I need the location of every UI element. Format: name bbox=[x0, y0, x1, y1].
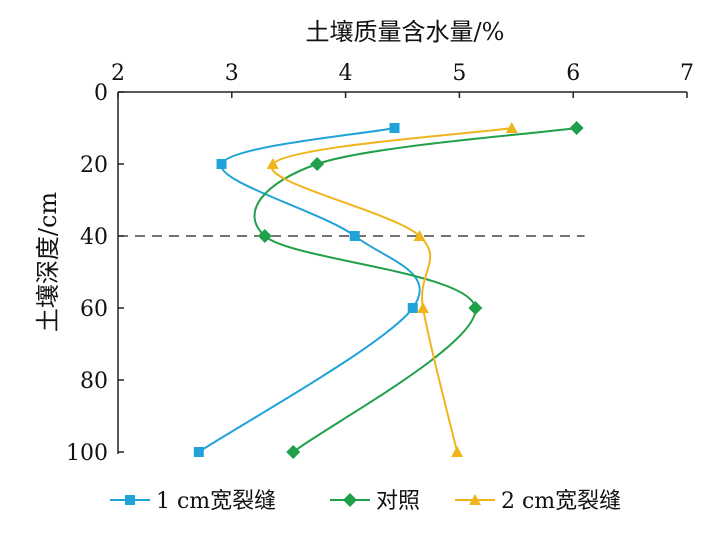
legend-item-2: 对照 bbox=[330, 489, 420, 514]
y-tick-label: 80 bbox=[80, 369, 108, 394]
legend-marker bbox=[343, 493, 357, 507]
legend-label: 2 cm宽裂缝 bbox=[501, 489, 621, 514]
legend-label: 1 cm宽裂缝 bbox=[156, 489, 276, 514]
data-point bbox=[468, 301, 483, 315]
y-tick-label: 100 bbox=[66, 441, 108, 466]
y-tick-label: 40 bbox=[80, 225, 108, 250]
y-tick-label: 60 bbox=[80, 297, 108, 322]
chart-title: 土壤质量含水量/% bbox=[306, 18, 505, 46]
legend-marker bbox=[469, 494, 481, 505]
data-point bbox=[216, 159, 227, 169]
x-tick-label: 5 bbox=[452, 61, 466, 86]
data-point bbox=[407, 303, 418, 313]
x-tick-label: 3 bbox=[225, 61, 239, 86]
series-line bbox=[198, 127, 421, 453]
data-point bbox=[266, 158, 279, 169]
y-tick-label: 0 bbox=[94, 81, 108, 106]
x-tick-label: 4 bbox=[339, 61, 353, 86]
data-point bbox=[310, 157, 325, 171]
x-tick-label: 7 bbox=[680, 61, 694, 86]
series-3 bbox=[266, 122, 518, 457]
y-axis-label: 土壤深度/cm bbox=[34, 192, 62, 333]
data-point bbox=[505, 122, 518, 133]
data-point bbox=[416, 302, 429, 313]
data-point bbox=[389, 123, 400, 133]
data-point bbox=[286, 445, 301, 459]
y-tick-label: 20 bbox=[80, 153, 108, 178]
legend-item-1: 1 cm宽裂缝 bbox=[110, 489, 276, 514]
x-tick-label: 6 bbox=[566, 61, 580, 86]
x-tick-label: 2 bbox=[111, 61, 125, 86]
series-line bbox=[253, 127, 577, 453]
data-point bbox=[257, 229, 272, 243]
legend-marker bbox=[125, 495, 135, 505]
series-line bbox=[270, 127, 512, 453]
data-point bbox=[569, 121, 584, 135]
series-1 bbox=[193, 123, 421, 457]
data-point bbox=[349, 231, 360, 241]
legend-label: 对照 bbox=[376, 489, 420, 514]
legend-item-3: 2 cm宽裂缝 bbox=[455, 489, 621, 514]
data-point bbox=[413, 230, 426, 241]
data-point bbox=[451, 446, 464, 457]
data-point bbox=[193, 447, 204, 457]
